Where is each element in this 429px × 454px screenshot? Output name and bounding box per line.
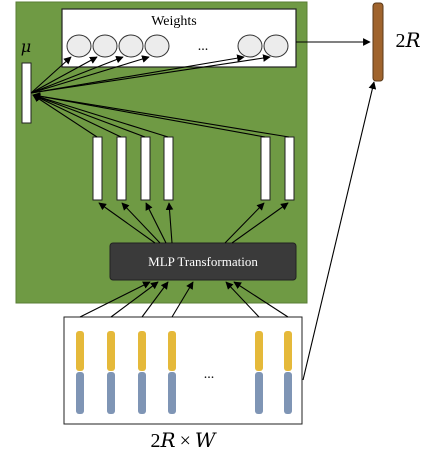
input-ellipsis: ... <box>204 367 215 382</box>
arrows <box>30 38 377 381</box>
weights-ellipsis: ... <box>198 39 209 54</box>
mlp-label: MLP Transformation <box>148 254 258 269</box>
weight-node <box>92 34 118 58</box>
weight-node <box>263 34 289 58</box>
arrow-vector-to-mu <box>32 92 266 138</box>
input-label: 2R × W <box>151 428 217 452</box>
input-vector-bottom <box>76 372 84 414</box>
input-vector-top <box>76 331 84 371</box>
output-label: 2R <box>395 28 420 52</box>
weights-title: Weights <box>151 14 197 29</box>
input-vector-top <box>107 331 115 371</box>
arrow-vector-to-mu <box>32 93 146 138</box>
weight-node <box>237 34 263 58</box>
arrow-mlp-to-vector <box>165 202 174 244</box>
arrow-input-to-mlp <box>171 281 194 318</box>
arrow-mlp-to-vector <box>98 202 156 244</box>
arrow-input-to-mlp <box>79 281 151 318</box>
input-vector-top <box>284 331 292 371</box>
weight-node <box>118 34 144 58</box>
input-vector-bottom <box>138 372 146 414</box>
arrow-input-to-mlp <box>233 281 289 318</box>
arrow-vector-to-mu <box>32 92 290 138</box>
arrow-mlp-to-vector <box>145 202 167 244</box>
arrow-mu-to-weight <box>30 54 271 94</box>
arrow-input-to-mlp <box>225 281 260 318</box>
transformed-vector <box>116 136 127 201</box>
mu-label: μ <box>21 37 31 56</box>
arrow-mu-to-weight <box>30 55 150 94</box>
arrow-mlp-to-vector <box>224 202 265 244</box>
transformed-vector <box>260 136 271 201</box>
input-vector-bottom <box>168 372 176 414</box>
mu-vector <box>21 62 32 124</box>
transformed-vector <box>92 136 103 201</box>
output-vector <box>372 2 384 82</box>
weight-node <box>144 34 170 58</box>
arrow-input-to-mlp <box>141 281 169 318</box>
input-vector-top <box>168 331 176 371</box>
arrow-vector-to-mu <box>32 94 122 138</box>
weights-box: Weights ... <box>61 8 297 68</box>
arrow-mu-to-weight <box>30 55 124 94</box>
transformed-vector <box>163 136 174 201</box>
input-box <box>63 316 303 425</box>
input-vector-bottom <box>107 372 115 414</box>
input-vector-bottom <box>255 372 263 414</box>
arrow-vector-to-mu <box>32 94 98 138</box>
arrow-mu-to-weight <box>30 54 245 94</box>
arrow-mlp-to-vector <box>121 202 161 244</box>
arrow-mlp-to-vector <box>231 202 289 244</box>
arrow-input-to-output <box>302 81 377 381</box>
input-vector-top <box>138 331 146 371</box>
input-vector-top <box>255 331 263 371</box>
transformed-vector <box>140 136 151 201</box>
arrow-input-to-mlp <box>110 281 159 318</box>
weight-node <box>66 34 92 58</box>
input-word-vectors <box>76 331 292 414</box>
arrow-mu-to-weight <box>30 56 72 94</box>
arrow-vector-to-mu <box>32 93 169 138</box>
transformed-vector <box>284 136 295 201</box>
input-vector-bottom <box>284 372 292 414</box>
arrow-mu-to-weight <box>30 56 98 94</box>
mlp-transformation-box <box>109 242 297 281</box>
